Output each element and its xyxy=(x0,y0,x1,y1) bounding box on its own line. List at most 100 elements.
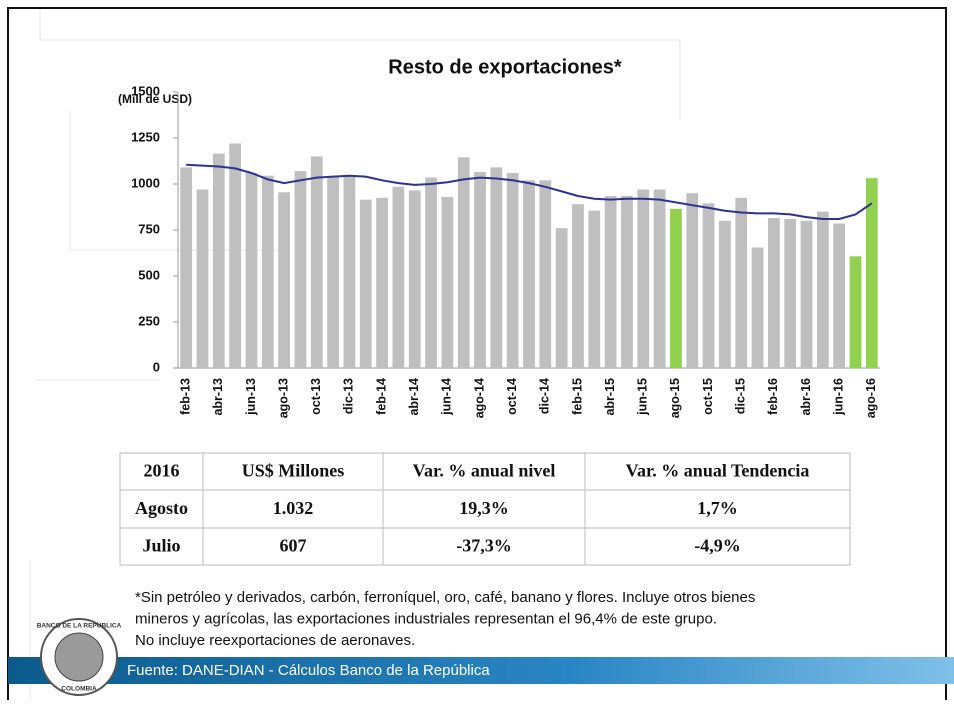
bar xyxy=(474,172,486,368)
y-tick-label: 500 xyxy=(138,267,160,282)
bar xyxy=(539,180,552,368)
table-cell: 607 xyxy=(280,536,307,556)
x-tick-label: abr-14 xyxy=(407,378,421,416)
x-tick-label: dic-13 xyxy=(342,378,356,414)
bar xyxy=(670,208,682,368)
bar xyxy=(653,189,666,368)
footnote-line: *Sin petróleo y derivados, carbón, ferro… xyxy=(135,589,755,606)
logo-top: BANCO DE LA REPUBLICA xyxy=(37,623,122,630)
logo-bottom: COLOMBIA xyxy=(61,686,97,693)
x-tick-label: oct-13 xyxy=(309,378,323,415)
bar xyxy=(310,156,323,368)
footnote-line: No incluye reexportaciones de aeronaves. xyxy=(135,632,415,649)
footnote-line: mineros y agrícolas, las exportaciones i… xyxy=(135,610,717,627)
y-tick-label: 0 xyxy=(153,359,160,374)
bar xyxy=(768,218,780,368)
x-tick-label: oct-14 xyxy=(505,378,519,415)
bar xyxy=(245,172,258,368)
bar xyxy=(506,172,519,368)
bar xyxy=(392,186,405,368)
chart: 0 250 500 750 1000 1250 1500 feb-13 abr-13 jun-13… xyxy=(131,83,880,418)
table-cell: Agosto xyxy=(135,498,188,518)
table-cell: -37,3% xyxy=(456,536,512,556)
chart-title: Resto de exportaciones* xyxy=(388,56,622,78)
bar xyxy=(327,176,339,368)
bar xyxy=(490,167,503,368)
table-header: Var. % anual Tendencia xyxy=(626,461,810,481)
x-tick-label: feb-16 xyxy=(766,378,780,415)
table-cell: 1,7% xyxy=(697,498,738,518)
bar xyxy=(784,218,797,368)
x-tick-label: ago-13 xyxy=(276,378,290,418)
table-header: 2016 xyxy=(144,461,180,481)
x-tick-label: ago-15 xyxy=(668,378,682,418)
bar xyxy=(408,190,421,368)
x-tick-label: feb-13 xyxy=(178,378,192,415)
table-cell: Julio xyxy=(142,536,180,556)
table: 2016 US$ Millones Var. % anual nivel Var. %… xyxy=(119,452,851,566)
bar xyxy=(702,203,715,368)
table-cell: 19,3% xyxy=(459,498,509,518)
bar xyxy=(735,197,748,368)
y-tick-label: 250 xyxy=(138,313,160,328)
x-tick-label: abr-15 xyxy=(603,378,617,416)
y-axis-label: (Mill de USD) xyxy=(118,92,192,106)
bar xyxy=(523,180,535,368)
y-tick-label: 1250 xyxy=(131,129,160,144)
decor xyxy=(29,10,681,700)
bar xyxy=(800,220,813,368)
x-tick-label: dic-15 xyxy=(734,378,748,414)
bar xyxy=(425,177,437,368)
logo: BANCO DE LA REPUBLICA COLOMBIA xyxy=(37,618,122,696)
x-tick-label: feb-14 xyxy=(374,378,388,415)
bar xyxy=(294,171,307,368)
bar xyxy=(621,195,633,368)
logo-center xyxy=(54,632,104,682)
bar xyxy=(229,143,242,368)
y-tick-label: 1500 xyxy=(131,83,160,98)
bar xyxy=(261,175,274,368)
y-tick-label: 1000 xyxy=(131,175,160,190)
bar xyxy=(588,210,601,368)
source: Fuente: DANE-DIAN - Cálculos Banco de la… xyxy=(127,662,490,679)
x-tick-label: ago-16 xyxy=(864,378,878,418)
bar xyxy=(604,195,617,368)
bar xyxy=(212,153,225,368)
x-tick-label: jun-15 xyxy=(636,378,650,416)
bar xyxy=(359,199,372,368)
bar xyxy=(816,211,829,368)
bar xyxy=(572,204,584,368)
y-tick-label: 750 xyxy=(138,221,160,236)
x-tick-label: oct-15 xyxy=(701,378,715,415)
bar xyxy=(833,223,846,368)
bar xyxy=(278,192,290,368)
x-tick-label: jun-16 xyxy=(831,378,845,416)
frame xyxy=(7,7,947,700)
x-tick-label: abr-13 xyxy=(211,378,225,416)
table-header: Var. % anual nivel xyxy=(413,461,556,481)
x-tick-label: dic-14 xyxy=(538,378,552,414)
bar xyxy=(180,167,193,368)
table-cell: 1.032 xyxy=(273,498,314,518)
table-cell: -4,9% xyxy=(694,536,741,556)
bar xyxy=(719,220,731,368)
table-header: US$ Millones xyxy=(242,461,345,481)
bar xyxy=(196,189,209,368)
bar xyxy=(686,193,699,368)
table-border xyxy=(119,452,851,566)
bar xyxy=(343,176,356,368)
bar xyxy=(751,247,764,368)
bar xyxy=(865,178,878,368)
x-tick-label: jun-14 xyxy=(440,378,454,416)
source-bar xyxy=(8,657,954,684)
bar xyxy=(637,189,650,368)
x-tick-label: jun-13 xyxy=(244,378,258,416)
bar xyxy=(441,196,454,368)
x-tick-label: ago-14 xyxy=(472,378,486,418)
bar xyxy=(555,228,568,368)
bar xyxy=(376,197,388,368)
x-tick-label: feb-15 xyxy=(570,378,584,415)
x-tick-label: abr-16 xyxy=(799,378,813,416)
bar xyxy=(849,256,862,368)
